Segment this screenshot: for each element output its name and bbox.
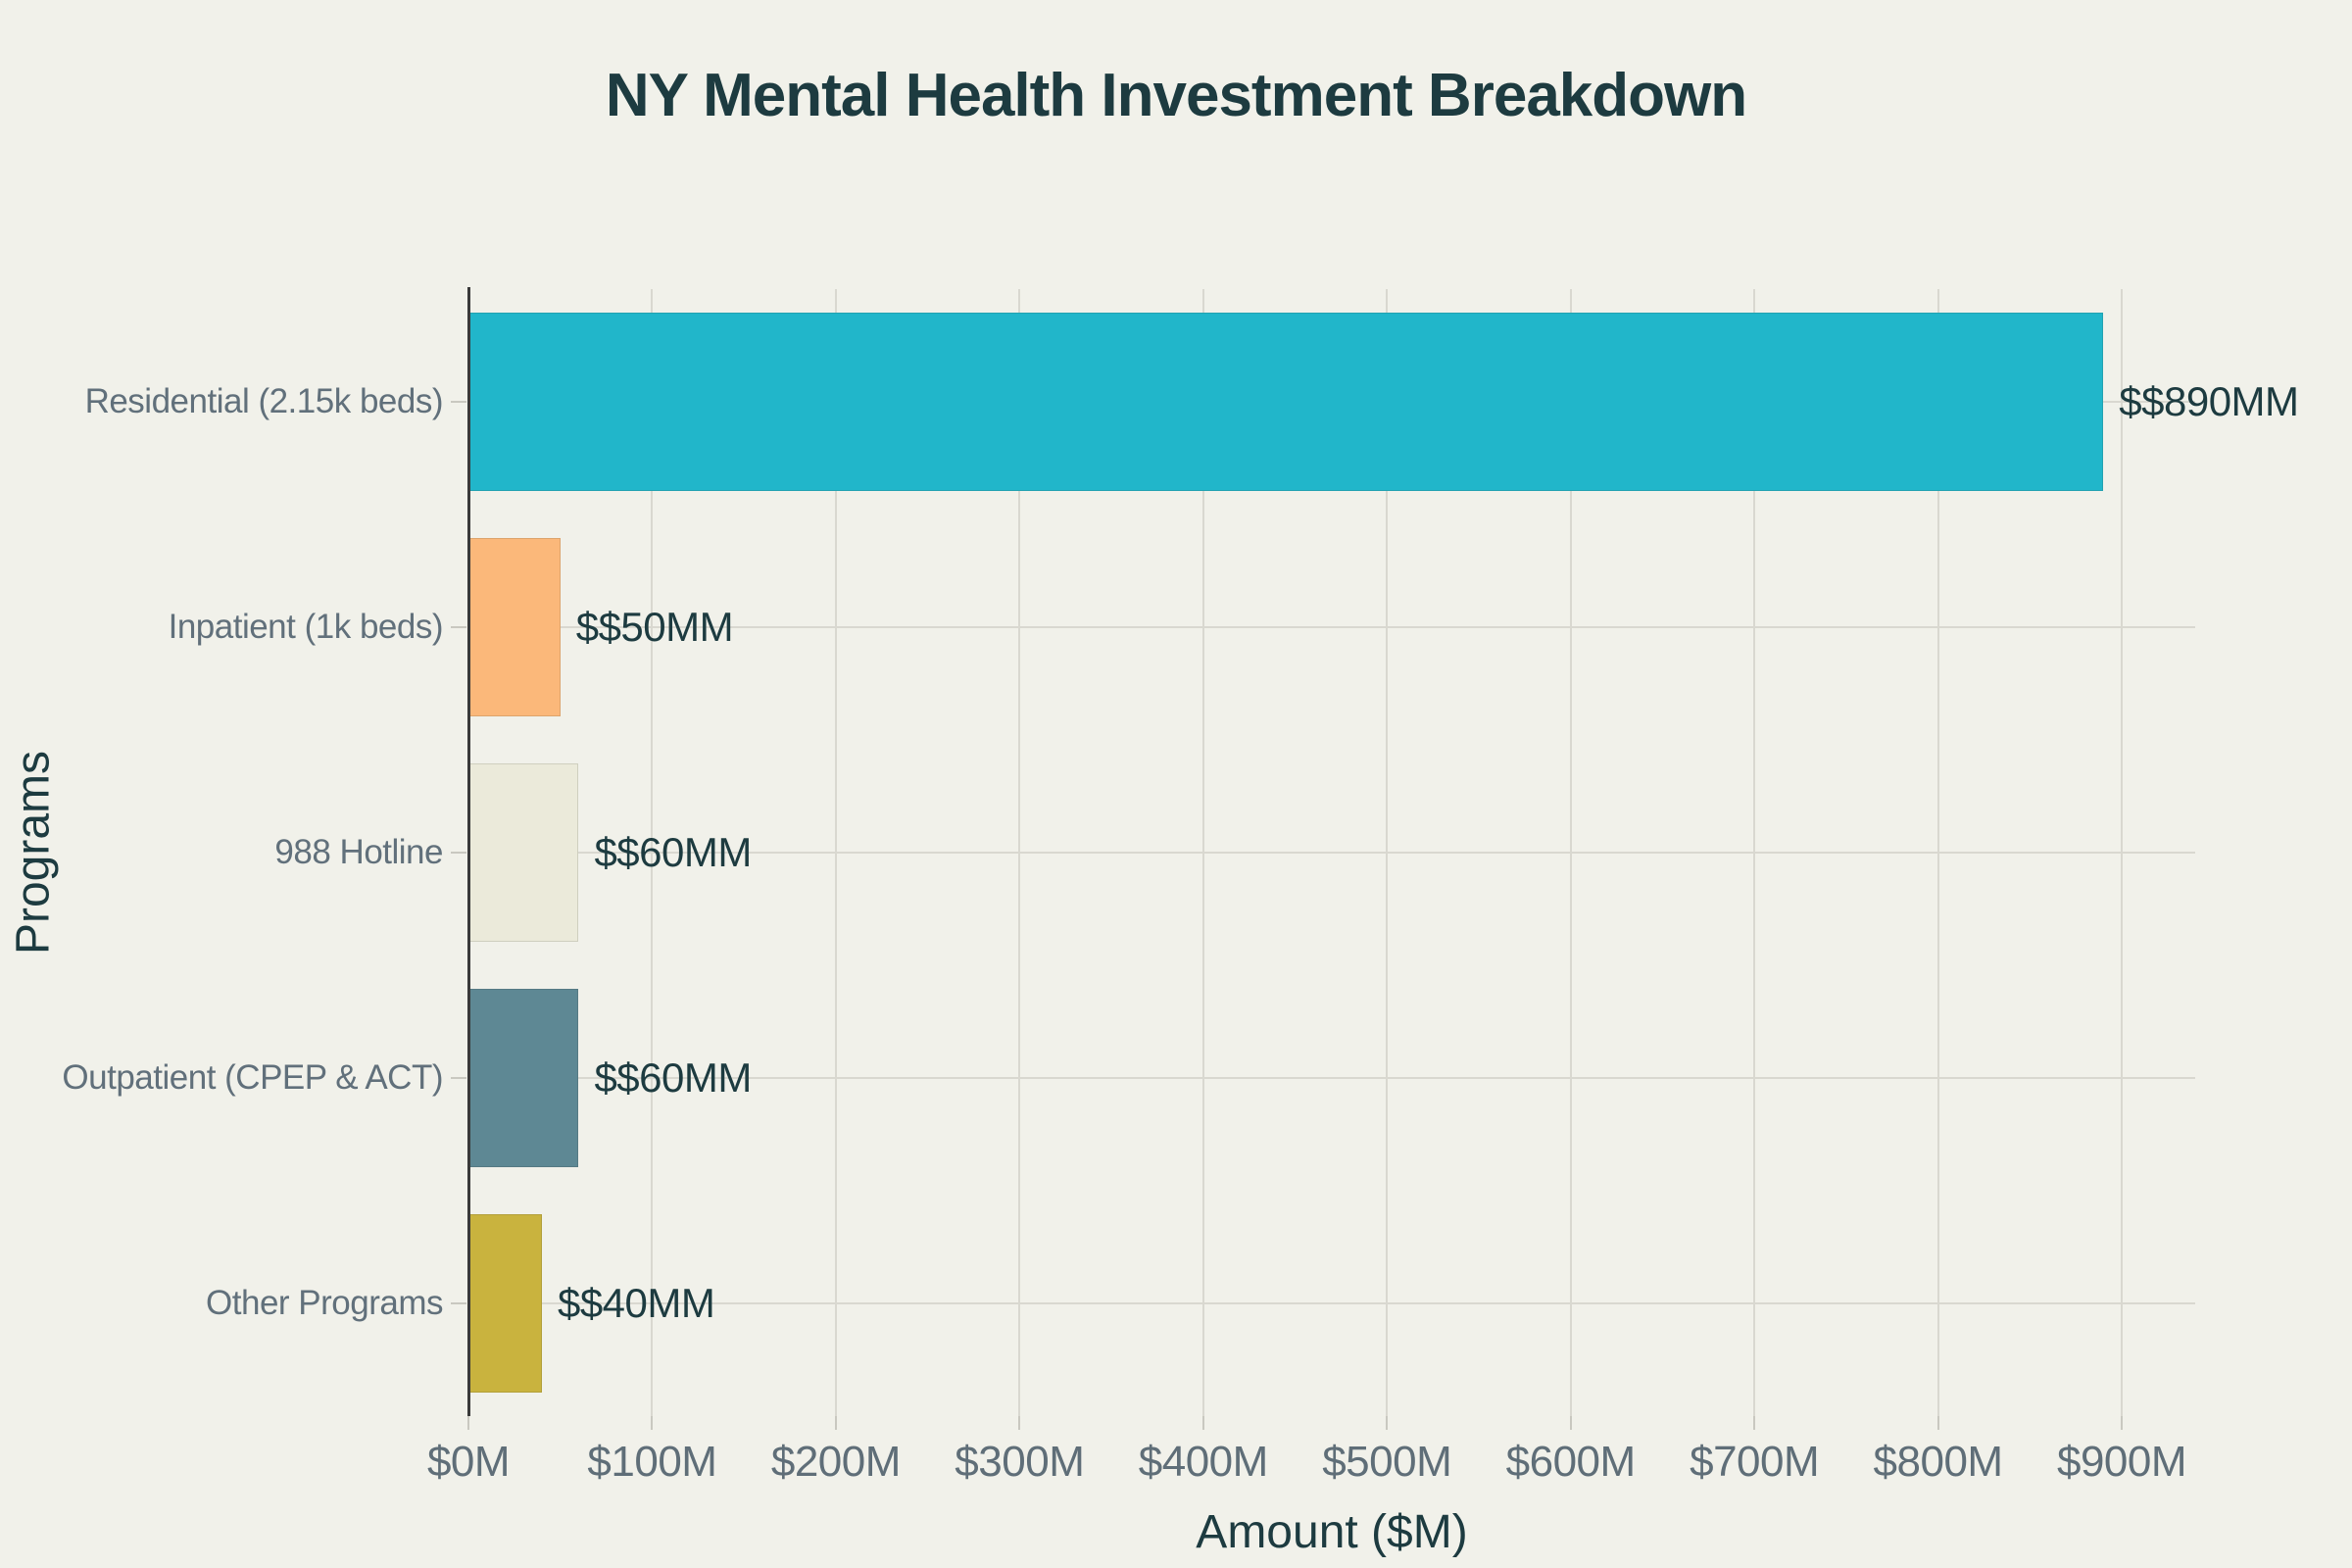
y-gridline	[468, 852, 2195, 854]
category-label: 988 Hotline	[274, 833, 443, 871]
x-tick-mark	[1018, 1416, 1021, 1430]
x-tick-label: $900M	[2056, 1438, 2187, 1486]
x-tick-label: $100M	[587, 1438, 717, 1486]
plot-area: $0M $100M $200M $300M $400M $500M $600M $700M $8…	[62, 287, 2299, 1486]
y-gridline	[468, 1302, 2195, 1304]
x-tick-mark	[1753, 1416, 1756, 1430]
y-tick-mark	[451, 626, 466, 628]
y-tick-mark	[451, 1302, 466, 1304]
x-tick-label: $600M	[1505, 1438, 1637, 1486]
x-tick-label: $200M	[770, 1438, 902, 1486]
chart-bar[interactable]	[468, 763, 579, 942]
x-tick-label: $800M	[1873, 1438, 2004, 1486]
category-label: Inpatient (1k beds)	[168, 608, 444, 646]
category-label: Outpatient (CPEP & ACT)	[62, 1058, 443, 1097]
y-tick-mark	[451, 401, 466, 403]
zero-axis-line	[467, 287, 470, 1416]
x-tick-mark	[467, 1416, 469, 1430]
x-axis-title: Amount ($M)	[1196, 1506, 1468, 1558]
y-axis-title: Programs	[7, 750, 60, 956]
chart-bar[interactable]	[468, 1214, 542, 1393]
bar-value-label: $$890MM	[2119, 378, 2299, 424]
x-tick-label: $0M	[426, 1438, 511, 1486]
x-tick-mark	[1936, 1416, 1939, 1430]
category-label: Residential (2.15k beds)	[84, 382, 444, 420]
y-gridline	[468, 626, 2195, 628]
x-tick-label: $300M	[955, 1438, 1085, 1486]
y-tick-mark	[451, 852, 466, 854]
chart-bar[interactable]	[468, 538, 561, 716]
x-tick-label: $400M	[1138, 1438, 1269, 1486]
x-tick-label: $700M	[1690, 1438, 1820, 1486]
x-tick-mark	[651, 1416, 654, 1430]
category-label: Other Programs	[206, 1284, 443, 1322]
y-tick-mark	[451, 1077, 466, 1079]
x-tick-mark	[834, 1416, 837, 1430]
bar-value-label: $$40MM	[557, 1280, 715, 1326]
y-gridline	[468, 1077, 2195, 1079]
x-tick-mark	[1569, 1416, 1572, 1430]
x-tick-label: $500M	[1322, 1438, 1452, 1486]
chart-bar[interactable]	[468, 989, 579, 1167]
chart-bar[interactable]	[468, 313, 2104, 491]
bar-value-label: $$60MM	[594, 1054, 752, 1101]
bar-value-label: $$50MM	[575, 604, 734, 650]
x-tick-mark	[2121, 1416, 2124, 1430]
x-tick-mark	[1201, 1416, 1204, 1430]
chart-title: NY Mental Health Investment Breakdown	[605, 62, 1747, 129]
bar-value-label: $$60MM	[594, 829, 752, 875]
x-tick-mark	[1386, 1416, 1389, 1430]
